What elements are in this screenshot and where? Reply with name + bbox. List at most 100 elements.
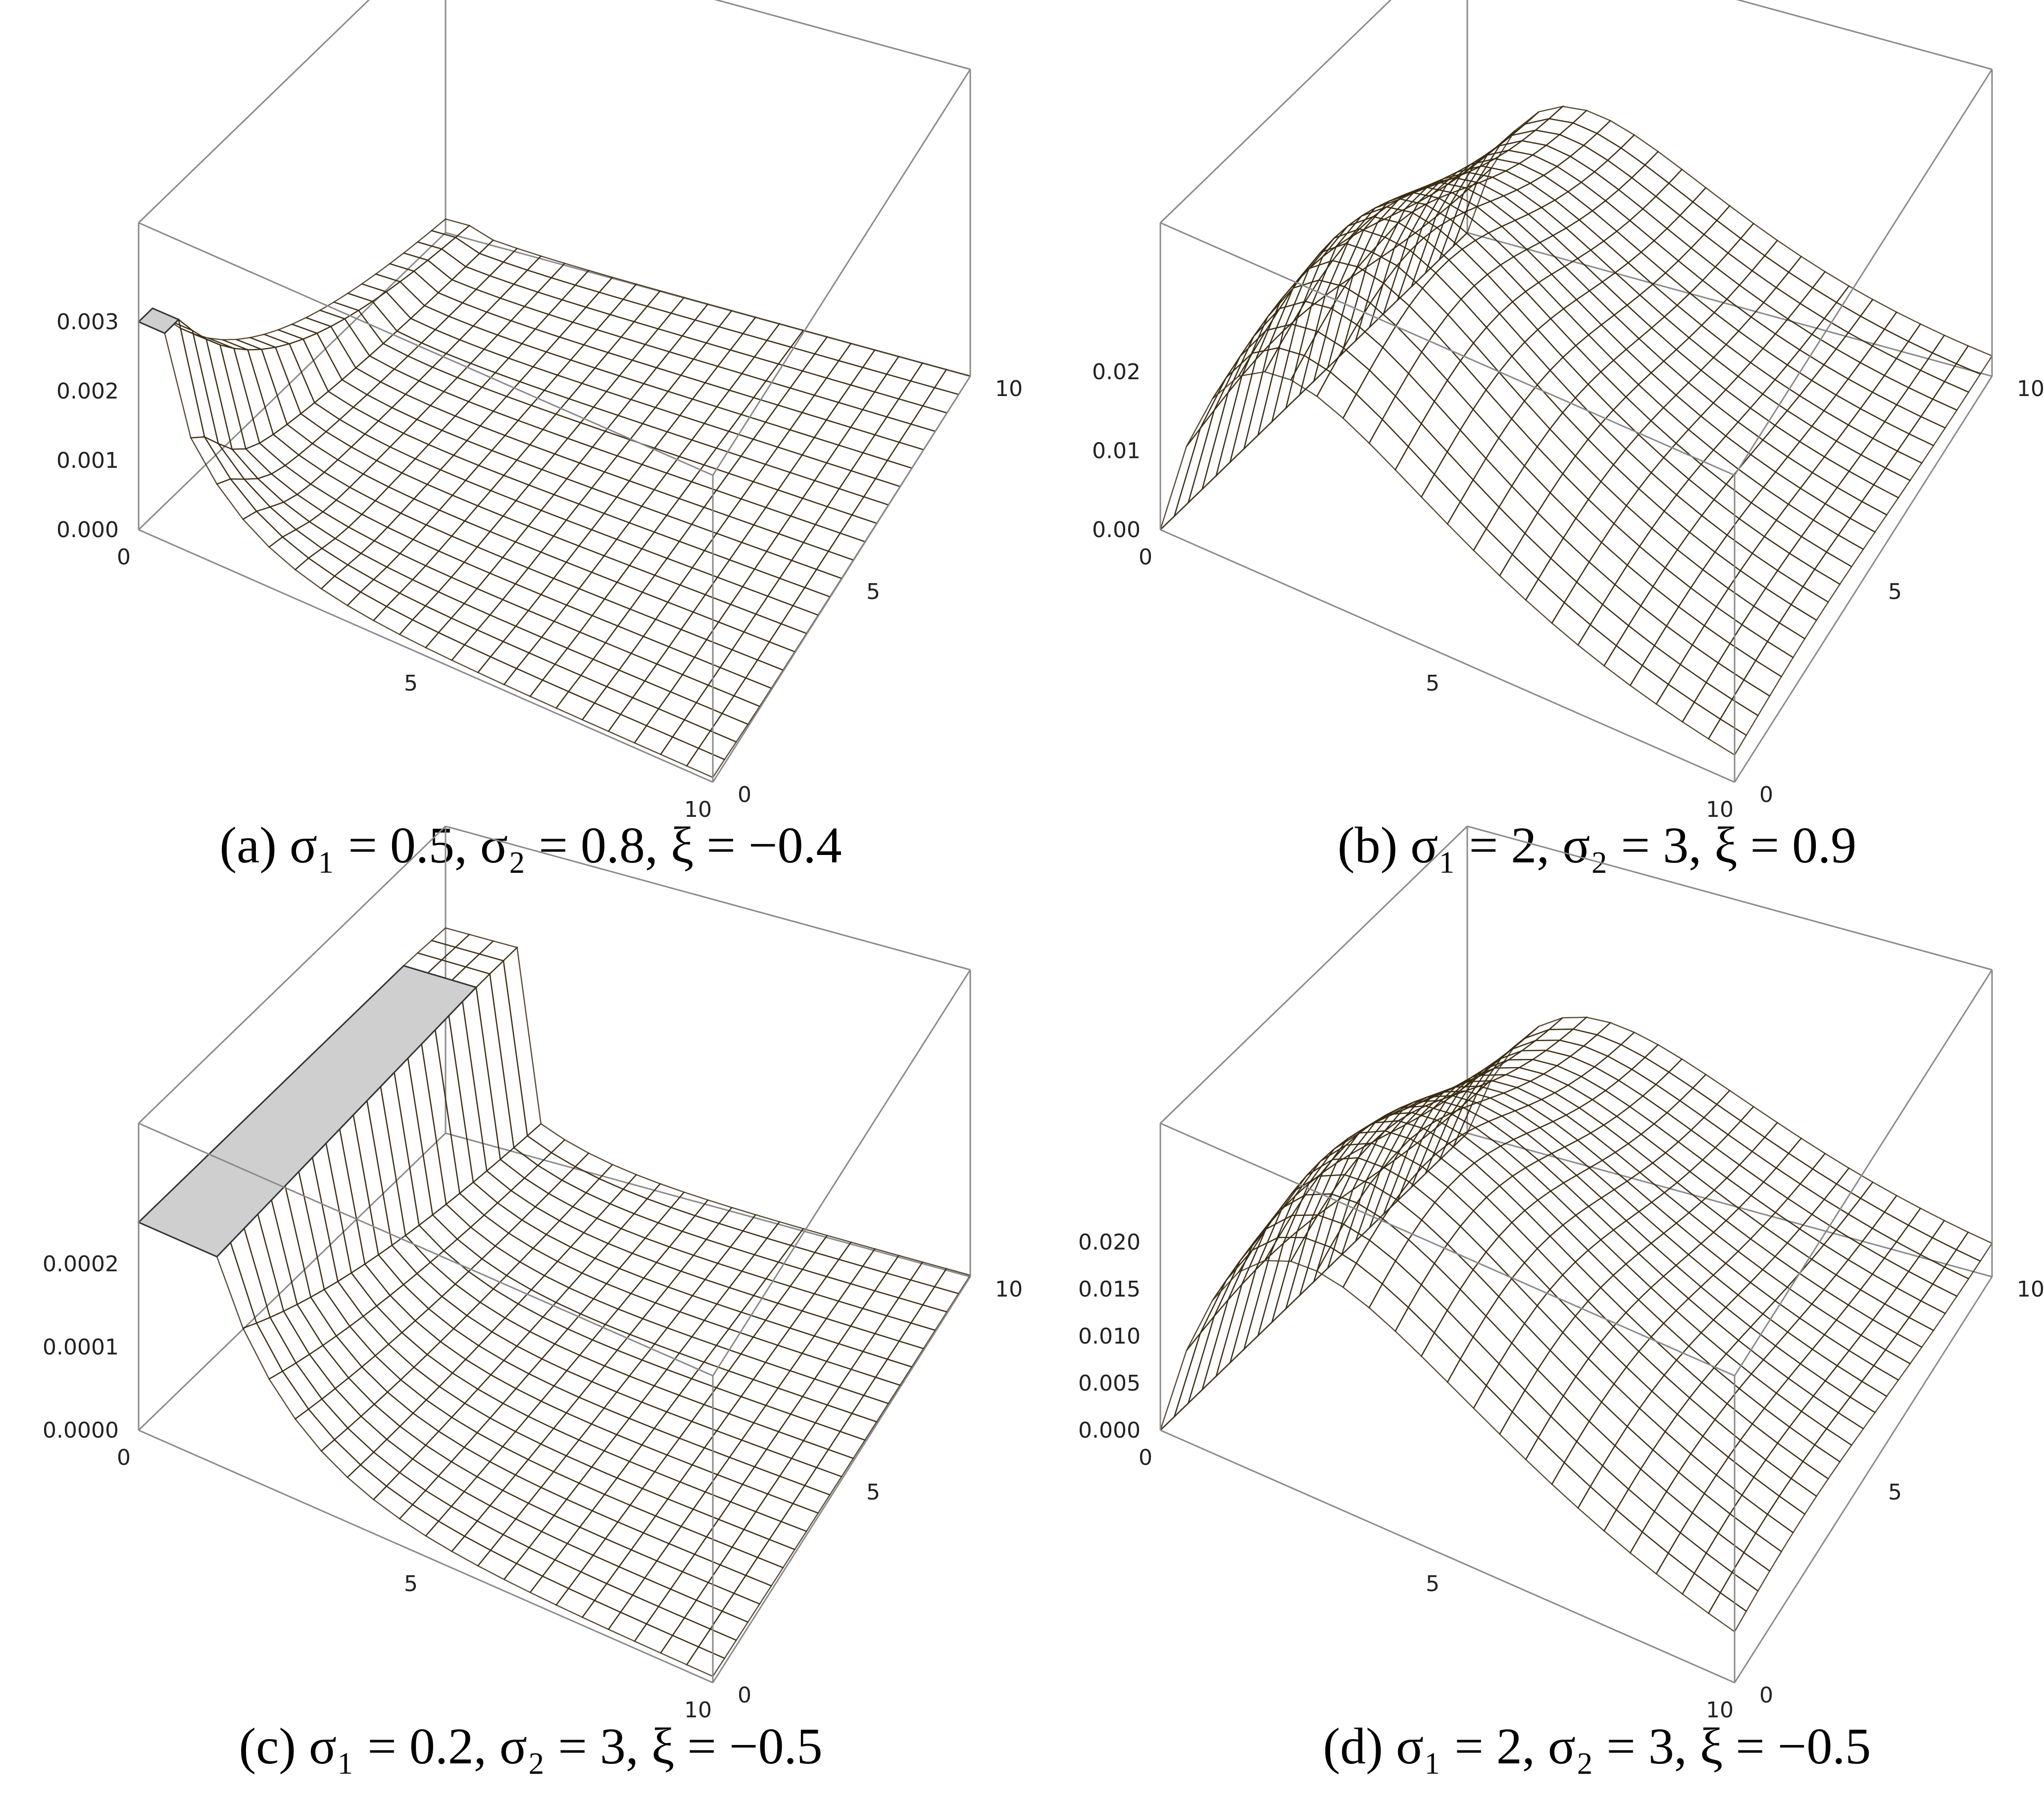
surface-patch — [1835, 378, 1874, 410]
surface-patch — [1655, 683, 1695, 723]
surface-patch — [1836, 1167, 1874, 1200]
surface-patch — [491, 1317, 531, 1347]
surface-patch — [801, 1335, 840, 1362]
surface-patch — [703, 532, 743, 561]
surface-patch — [1884, 311, 1922, 343]
surface-patch — [752, 506, 792, 535]
surface-patch — [578, 529, 618, 557]
surface-patch — [1549, 1224, 1589, 1263]
surface-patch — [777, 1245, 816, 1270]
surface-patch — [934, 368, 971, 396]
surface-patch — [863, 1376, 901, 1404]
surface-patch — [572, 1192, 611, 1219]
surface-patch — [1717, 643, 1757, 681]
surface-patch — [502, 1345, 543, 1375]
surface-patch — [691, 422, 730, 449]
surface-patch — [671, 1617, 711, 1648]
surface-patch — [1764, 240, 1802, 273]
surface-patch — [527, 1400, 567, 1430]
box-front-edges — [138, 969, 971, 1684]
surface-patch — [678, 1378, 717, 1405]
surface-patch — [583, 329, 622, 353]
surface-patch — [1545, 1039, 1585, 1057]
surface-patch — [540, 494, 580, 521]
surface-patch — [619, 697, 660, 727]
surface-patch — [1814, 551, 1853, 585]
surface-patch — [443, 377, 483, 402]
surface-patch — [778, 1413, 817, 1442]
surface-patch — [678, 439, 718, 466]
surface-patch — [628, 505, 668, 533]
z-tick-label: 0.010 — [1078, 1324, 1141, 1349]
surface-patch — [715, 472, 754, 500]
surface-patch — [1337, 221, 1379, 288]
surface-patch — [1693, 681, 1733, 720]
surface-patch — [717, 603, 757, 633]
box-edge — [1736, 0, 1993, 70]
surface-patch — [741, 524, 780, 552]
surface-patch — [1355, 1239, 1396, 1285]
surface-patch — [565, 545, 605, 573]
surface-patch — [529, 429, 569, 455]
surface-patch — [393, 355, 434, 382]
surface-patch — [777, 1327, 815, 1354]
surface-patch — [400, 458, 442, 485]
x-tick-label: 5 — [1426, 1571, 1440, 1597]
surface-patch — [1847, 1198, 1886, 1229]
surface-patch — [1572, 109, 1612, 134]
surface-patch — [569, 1232, 609, 1259]
surface-patch — [402, 418, 443, 446]
surface-patch — [552, 561, 593, 590]
surface-patch — [792, 587, 831, 616]
surface-patch — [334, 1377, 375, 1417]
surface-patch — [665, 498, 705, 525]
surface-patch — [874, 1272, 912, 1299]
surface-patch — [683, 1599, 723, 1630]
box-edge — [712, 1276, 971, 1683]
surface-patch — [657, 1206, 697, 1232]
y-tick-label: 0 — [1759, 782, 1773, 807]
surface-patch — [741, 356, 780, 382]
surface-patch — [669, 674, 709, 703]
surface-patch — [1395, 1238, 1436, 1286]
surface-patch — [777, 346, 816, 372]
surface-patch — [502, 625, 543, 654]
surface-patch — [578, 446, 618, 473]
surface-patch — [374, 263, 415, 283]
box-edge — [712, 969, 971, 1376]
surface-patch — [1298, 284, 1340, 397]
surface-patch — [641, 1385, 680, 1413]
surface-patch — [448, 302, 488, 327]
surface-patch — [466, 425, 506, 451]
surface-patch — [886, 355, 924, 382]
surface-patch — [679, 567, 719, 596]
surface-patch — [863, 478, 901, 506]
surface-patch — [681, 319, 720, 344]
surface-patch — [438, 495, 479, 522]
surface-patch — [851, 496, 890, 524]
surface-patch — [553, 1370, 593, 1398]
surface-patch — [741, 1254, 780, 1280]
surface-patch — [1895, 1270, 1934, 1302]
surface-patch — [838, 426, 876, 454]
box-edge — [138, 1429, 713, 1684]
surface-patch — [692, 594, 732, 623]
surface-patch — [886, 398, 924, 425]
surface-patch — [1824, 487, 1863, 519]
surface-patch — [1620, 1031, 1659, 1058]
surface-patch — [375, 446, 416, 474]
surface-patch — [849, 1265, 888, 1292]
surface-patch — [1787, 302, 1825, 335]
surface-patch — [628, 1444, 668, 1473]
surface-patch — [1895, 387, 1934, 418]
surface-patch — [641, 1427, 681, 1456]
surface-patch — [1896, 433, 1935, 464]
surface-patch — [1577, 1486, 1617, 1532]
surface-patch — [603, 538, 643, 566]
z-tick-label: 0.0002 — [43, 1251, 119, 1277]
surface-patch — [629, 1488, 669, 1517]
surface-patch — [1920, 1283, 1958, 1314]
surface-patch — [603, 1391, 643, 1419]
surface-patch — [715, 1413, 755, 1441]
surface-patch — [801, 1378, 841, 1406]
